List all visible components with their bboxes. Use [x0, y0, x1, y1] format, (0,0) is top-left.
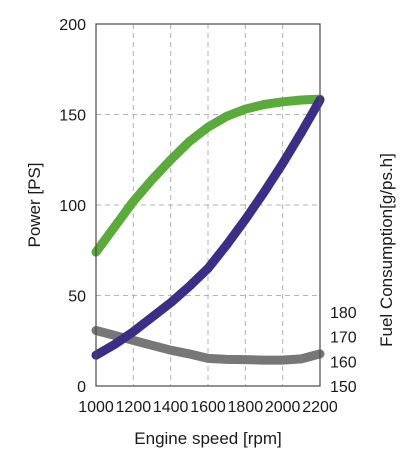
- y-tick-label: 0: [77, 379, 86, 396]
- y-tick-label: 100: [59, 198, 86, 215]
- series-line-0: [91, 94, 325, 257]
- series-lines: [91, 94, 325, 365]
- y2-axis-title: Fuel Consumption[g/ps.h]: [377, 153, 396, 347]
- y2-tick-label: 180: [330, 305, 357, 322]
- x-tick-label: 2200: [302, 399, 338, 416]
- x-tick-label: 1600: [190, 399, 226, 416]
- x-tick-label: 1200: [116, 399, 152, 416]
- y-axis-title: Power [PS]: [25, 162, 44, 247]
- plot-frame: [95, 23, 321, 387]
- x-axis-title: Engine speed [rpm]: [134, 429, 281, 448]
- y2-tick-label: 170: [330, 330, 357, 347]
- x-tick-label: 1400: [153, 399, 189, 416]
- y-tick-label: 200: [59, 17, 86, 34]
- series-line-2: [91, 326, 325, 365]
- x-tick-label: 1000: [78, 399, 114, 416]
- y2-tick-label: 150: [330, 379, 357, 396]
- y-tick-label: 150: [59, 108, 86, 125]
- y2-tick-label: 160: [330, 354, 357, 371]
- y-tick-label: 50: [68, 289, 86, 306]
- x-tick-label: 2000: [265, 399, 301, 416]
- x-tick-label: 1800: [228, 399, 264, 416]
- series-line-1: [91, 95, 325, 360]
- tick-labels: 1000 1200 1400 1600 1800 2000 2200 0 50 100 150 200…: [59, 17, 357, 416]
